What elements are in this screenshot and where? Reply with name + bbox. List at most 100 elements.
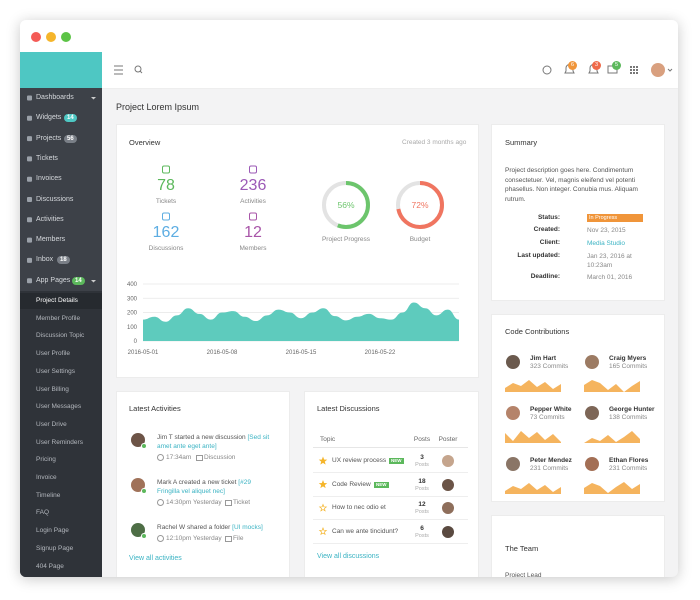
menu-item[interactable]: Projects [36,134,62,142]
field-value: March 01, 2016 [587,274,633,281]
field-label: Status: [537,214,560,221]
submenu-item[interactable]: Pricing [36,456,56,464]
submenu-item[interactable]: User Settings [36,367,76,375]
activities-title: Latest Activities [129,404,181,413]
x-tick-label: 2016-05-01 [128,350,159,356]
field-value: Jan 23, 2016 at 10:23am [587,253,632,269]
team-title: The Team [505,544,539,553]
poster-avatar [442,455,454,467]
posts-count: 3 [420,454,424,461]
notification-badge: 6 [568,61,577,70]
submenu-item[interactable]: Member Profile [36,314,81,322]
avatar [585,406,599,420]
activity-link[interactable]: [#29 Fringilla vel aliquet nec] [157,479,251,495]
donut-name: Budget [409,236,431,243]
submenu-item[interactable]: Timeline [36,491,61,499]
y-tick-label: 200 [127,311,138,317]
submenu-item[interactable]: User Billing [36,385,69,393]
sparkline [505,483,561,494]
menu-item[interactable]: Discussions [36,195,74,203]
stat-icon [249,165,257,174]
posts-count: 12 [418,501,426,508]
sparkline [505,380,561,392]
submenu-bg [20,291,102,577]
posts-label: Posts [415,532,429,539]
menu-item[interactable]: Dashboards [36,94,74,101]
topic[interactable]: Can we ante tincidunt? [332,527,399,535]
activity-text: Jim T started a new discussion [157,434,246,441]
menu-item[interactable]: App Pages [36,276,71,284]
submenu-item[interactable]: Project Details [36,297,78,304]
donut-arc [322,181,370,229]
poster-avatar [442,525,454,538]
overview-title: Overview [129,138,161,147]
discussions-more[interactable]: View all discussions [317,553,380,560]
menu-item[interactable]: Inbox [36,256,54,264]
stat-value: 78 [157,177,175,194]
menu-item[interactable]: Widgets [36,114,62,122]
submenu-item[interactable]: User Messages [36,403,82,411]
summary-description: Project description goes here. Condiment… [505,167,638,203]
person-commits: 165 Commits [609,363,648,370]
clock-icon [157,535,164,542]
menu-item[interactable]: Activities [36,215,64,223]
activity-tag: File [233,535,244,542]
submenu-item[interactable]: User Profile [36,350,70,358]
field-label: Client: [539,239,560,246]
topic[interactable]: How to nec odio et [332,504,386,511]
avatar [506,355,520,369]
activity-text: Rachel W shared a folder [157,524,231,531]
sparkline [584,380,640,392]
stat-value: 236 [239,177,267,194]
app-content: Project Lorem Ipsum Overview Created 3 m… [20,20,678,577]
star [318,503,328,512]
submenu-item[interactable]: Discussion Topic [36,332,85,340]
person-commits: 323 Commits [530,363,569,370]
submenu-item[interactable]: User Drive [36,420,67,428]
stat-label: Activities [240,198,266,205]
menu-item[interactable]: Members [36,236,66,244]
submenu-item[interactable]: Login Page [36,527,69,535]
activity-link[interactable]: [UI mocks] [232,524,263,531]
person-name: Jim Hart [530,355,557,362]
x-tick-label: 2016-05-15 [286,350,317,356]
avatar [585,457,599,471]
column-header: Poster [438,436,458,443]
submenu-item[interactable]: Signup Page [36,544,74,552]
posts-label: Posts [415,509,429,515]
person-name: Peter Mendez [530,457,572,464]
menu-caret [91,97,96,100]
topic[interactable]: Code Review [332,480,371,488]
dot-green [61,32,71,42]
clock-icon [157,499,164,506]
topic[interactable]: UX review process [332,457,387,464]
stat-value: 162 [152,224,180,241]
overview-meta: Created 3 months ago [402,139,467,146]
donut-label: 72% [411,200,429,210]
stat-label: Discussions [148,245,184,252]
submenu-item[interactable]: User Reminders [36,438,83,446]
dot-red [31,32,41,42]
stat-icons [162,165,257,221]
menu-icon [27,95,32,101]
brand [20,52,102,88]
summary-card [491,124,665,301]
menu-item[interactable]: Tickets [36,154,58,162]
activity-text: Rachel W shared a folder [UI mocks] [157,523,275,532]
menu-item[interactable]: Invoices [36,175,62,183]
menu-caret [91,280,96,283]
activity-link[interactable]: [Sed sit amet ante eget ante] [157,434,270,450]
clock-icon [157,454,164,461]
discussions-title: Latest Discussions [317,404,380,413]
activities-more[interactable]: View all activities [129,555,182,562]
submenu-item[interactable]: Invoice [36,474,57,481]
submenu-item[interactable]: FAQ [36,509,50,517]
team-card [491,515,665,577]
overview-chart: 0 100 200 300 400 2016-05-01 2016-05-08 2016-05… [127,282,459,356]
person-name: Ethan Flores [609,457,649,464]
team-role: Project Lead [505,572,542,577]
status-dot [141,533,147,539]
submenu-item[interactable]: 404 Page [36,562,64,570]
activity-time: 14:30pm Yesterday [166,499,222,506]
contributions-title: Code Contributions [505,327,570,336]
